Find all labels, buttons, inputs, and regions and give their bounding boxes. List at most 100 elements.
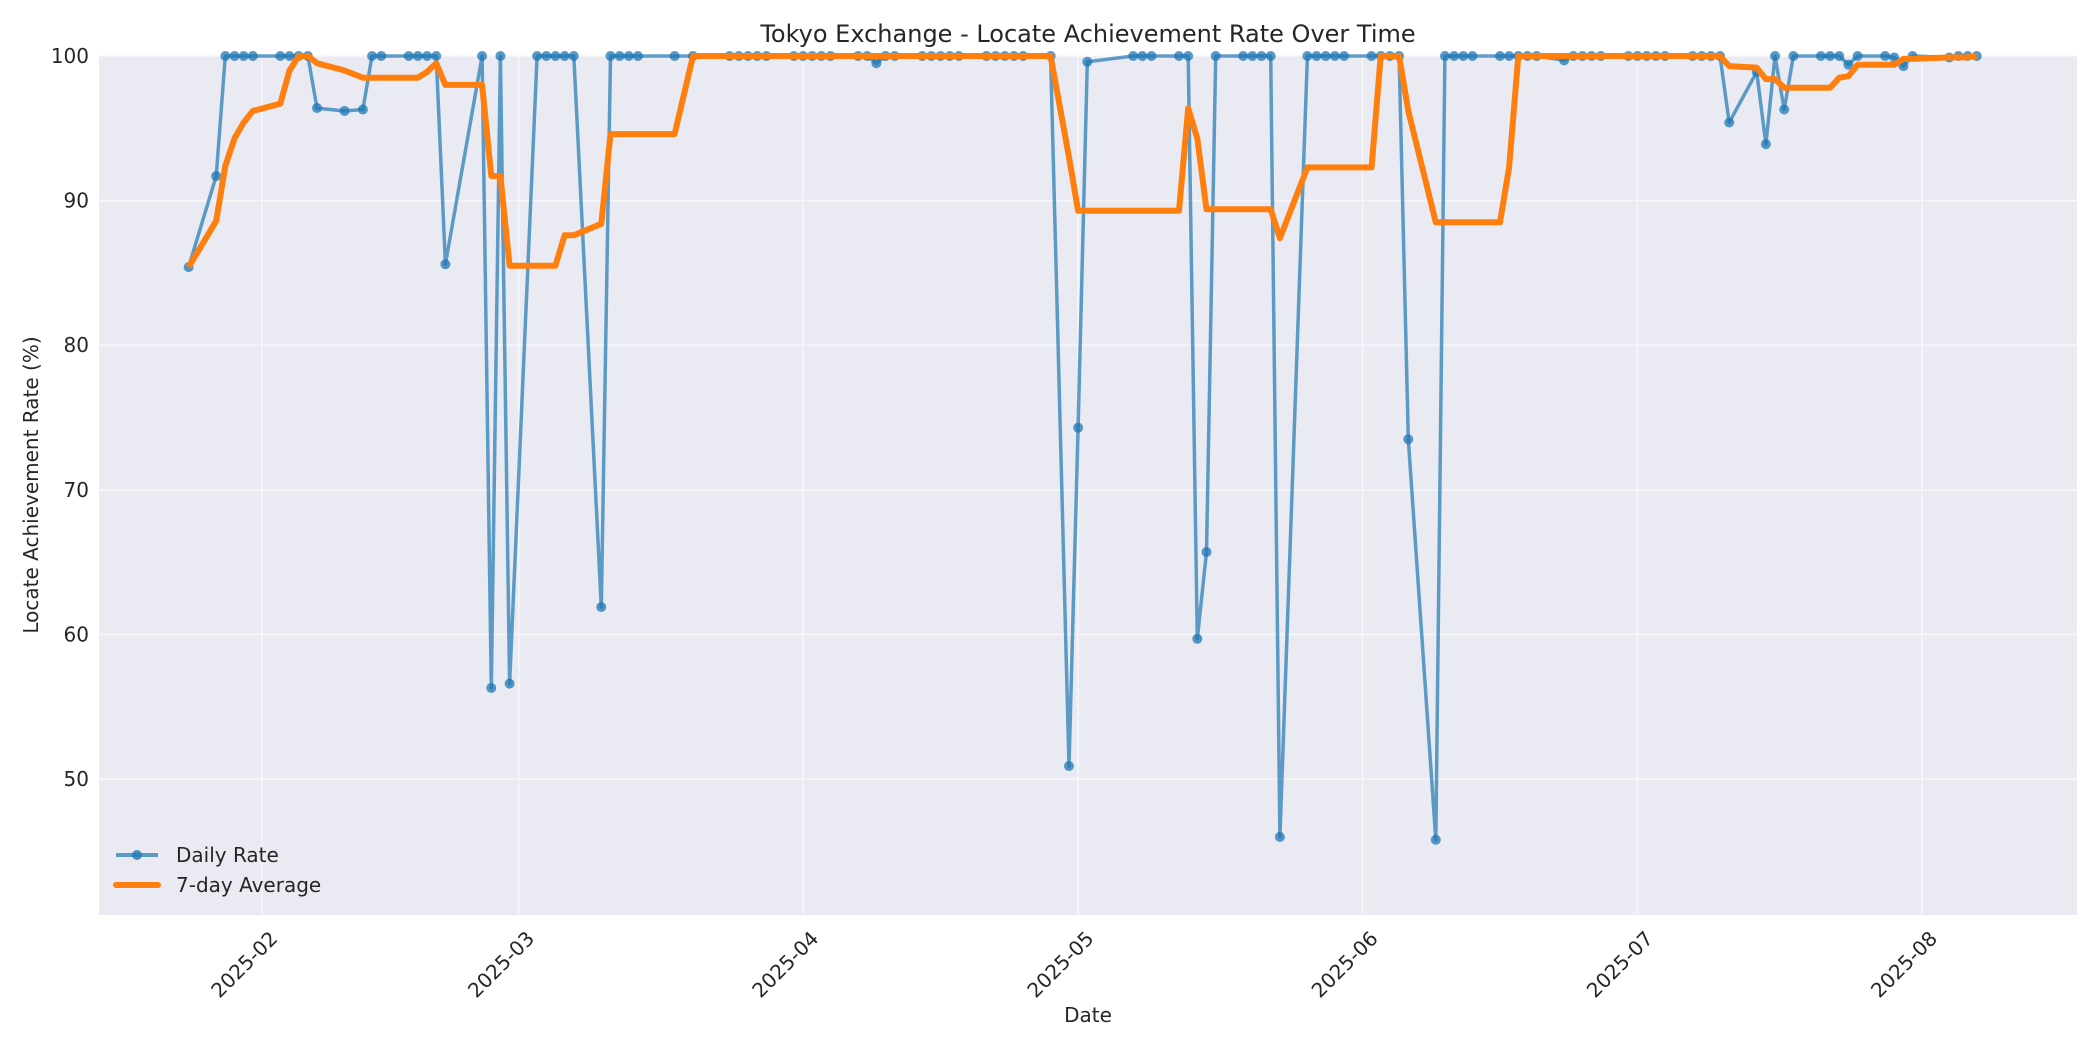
data-point-marker [1504,51,1515,61]
data-point-marker [367,51,378,61]
data-point-marker [477,51,488,61]
data-point-marker [871,58,882,69]
data-point-marker [312,103,323,114]
y-axis-ticks: 50 60 70 80 90 100 [51,44,89,791]
data-point-marker [1265,51,1276,61]
legend-item-7-day-average: 7-day Average [113,873,321,897]
y-axis-label: Locate Achievement Rate (%) [19,336,43,633]
data-point-marker [1366,51,1377,61]
data-point-marker [495,51,506,61]
data-point-marker [1834,51,1845,61]
data-point-marker [1430,834,1441,845]
seven-day-average-series [186,53,1978,269]
data-point-marker [229,51,240,61]
data-point-marker [568,51,579,61]
data-point-marker [1449,51,1460,61]
x-axis-label: Date [1064,1003,1112,1027]
data-point-marker [284,51,295,61]
data-point-marker [431,51,442,61]
legend-label: 7-day Average [176,873,321,897]
y-tick-label: 70 [64,478,89,502]
data-point-marker [632,51,643,61]
data-point-marker [247,51,258,61]
data-point-marker [1843,59,1854,70]
y-tick-label: 80 [64,333,89,357]
data-point-marker [1192,633,1203,644]
data-point-marker [1724,117,1735,128]
plot-area [99,56,2077,915]
chart-title: Tokyo Exchange - Locate Achievement Rate… [759,20,1415,48]
data-point-marker [669,51,680,61]
y-tick-label: 100 [51,44,89,68]
data-point-marker [1311,51,1322,61]
y-tick-label: 60 [64,622,89,646]
data-point-marker [1852,51,1863,61]
marker-icon [132,850,142,860]
data-point-marker [1825,51,1836,61]
data-point-marker [596,601,607,612]
data-point-marker [376,51,387,61]
x-tick-label: 2025-07 [1582,926,1658,1002]
data-point-marker [1880,51,1891,61]
data-point-marker [1256,51,1267,61]
data-point-marker [1815,51,1826,61]
x-tick-label: 2025-08 [1866,926,1942,1002]
data-point-marker [1073,422,1084,433]
data-point-marker [403,51,414,61]
data-point-marker [605,51,616,61]
data-point-marker [412,51,423,61]
data-point-marker [1302,51,1313,61]
seven-day-average-line [186,53,1978,269]
data-point-marker [238,51,249,61]
data-point-marker [623,51,634,61]
data-point-marker [1082,56,1093,67]
y-tick-label: 50 [64,767,89,791]
x-tick-label: 2025-05 [1022,926,1098,1002]
data-point-marker [1458,51,1469,61]
x-tick-label: 2025-03 [463,926,539,1002]
data-point-marker [1201,547,1212,558]
data-point-marker [1779,104,1790,115]
data-point-marker [220,51,231,61]
data-point-marker [1174,51,1184,61]
data-point-marker [1128,51,1139,61]
legend: Daily Rate 7-day Average [113,843,321,897]
data-point-marker [614,51,625,61]
x-axis-ticks: 2025-02 2025-03 2025-04 2025-05 2025-06 2025-… [206,926,1942,1002]
data-point-marker [1329,51,1340,61]
legend-item-daily-rate: Daily Rate [116,843,279,867]
data-point-marker [339,105,350,116]
data-point-marker [422,51,433,61]
data-point-marker [1320,51,1331,61]
x-tick-label: 2025-06 [1307,926,1383,1002]
data-point-marker [1788,51,1799,61]
data-point-marker [532,51,543,61]
data-point-marker [559,51,570,61]
data-point-marker [1137,51,1148,61]
x-tick-label: 2025-02 [206,926,282,1002]
data-point-marker [550,51,561,61]
data-point-marker [1146,51,1157,61]
data-point-marker [1770,51,1781,61]
data-point-marker [1467,51,1478,61]
data-point-marker [1760,139,1771,150]
y-tick-label: 90 [64,189,89,213]
data-point-marker [440,259,451,270]
data-point-marker [1439,51,1450,61]
data-point-marker [486,682,497,693]
data-point-marker [1183,51,1194,61]
data-point-marker [1274,831,1285,842]
data-point-marker [211,171,222,182]
data-point-marker [1210,51,1221,61]
data-point-marker [1403,434,1414,445]
data-point-marker [1238,51,1249,61]
x-tick-label: 2025-04 [747,926,823,1002]
data-point-marker [541,51,552,61]
data-point-marker [1063,761,1074,772]
data-point-marker [1494,51,1505,61]
data-point-marker [1339,51,1350,61]
legend-label: Daily Rate [176,843,279,867]
data-point-marker [1247,51,1258,61]
data-point-marker [357,104,368,115]
